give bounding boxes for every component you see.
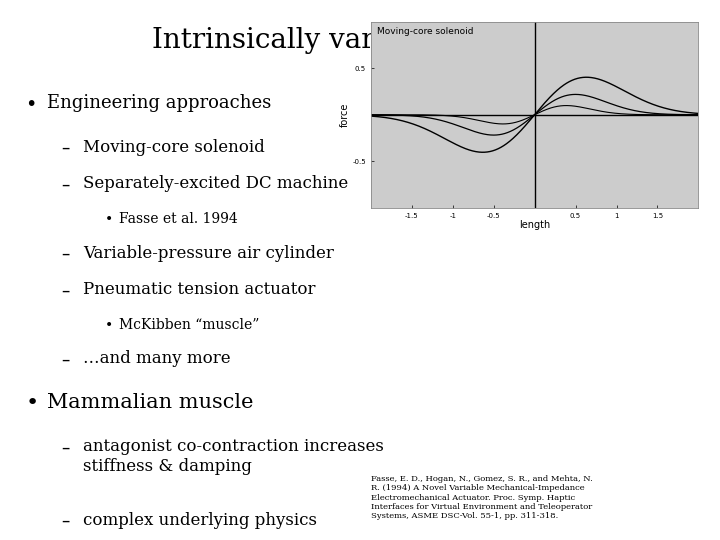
Text: –: –	[61, 176, 70, 193]
Text: Fasse, E. D., Hogan, N., Gomez, S. R., and Mehta, N.
R. (1994) A Novel Variable : Fasse, E. D., Hogan, N., Gomez, S. R., a…	[371, 475, 593, 520]
Text: –: –	[61, 139, 70, 157]
Text: •: •	[25, 393, 38, 413]
Text: Fasse et al. 1994: Fasse et al. 1994	[119, 212, 238, 226]
Text: complex underlying physics: complex underlying physics	[83, 512, 317, 529]
Text: Separately-excited DC machine: Separately-excited DC machine	[83, 176, 348, 192]
Text: –: –	[61, 512, 70, 530]
Text: –: –	[61, 245, 70, 262]
Text: –: –	[61, 438, 70, 456]
Text: antagonist co-contraction increases
stiffness & damping: antagonist co-contraction increases stif…	[83, 438, 384, 475]
Text: Moving-core solenoid: Moving-core solenoid	[377, 27, 474, 36]
Y-axis label: force: force	[340, 103, 349, 127]
Text: •: •	[25, 94, 37, 113]
Text: Engineering approaches: Engineering approaches	[47, 94, 271, 112]
Text: Intrinsically variable stiffness: Intrinsically variable stiffness	[151, 27, 569, 54]
Text: Variable-pressure air cylinder: Variable-pressure air cylinder	[83, 245, 333, 261]
Text: Mammalian muscle: Mammalian muscle	[47, 393, 253, 411]
Text: McKibben “muscle”: McKibben “muscle”	[119, 318, 259, 332]
Text: –: –	[61, 350, 70, 368]
Text: •: •	[104, 212, 112, 226]
Text: Pneumatic tension actuator: Pneumatic tension actuator	[83, 281, 315, 298]
X-axis label: length: length	[519, 220, 550, 230]
Text: –: –	[61, 281, 70, 299]
Text: •: •	[104, 318, 112, 332]
Text: Moving-core solenoid: Moving-core solenoid	[83, 139, 264, 156]
Text: …and many more: …and many more	[83, 350, 230, 367]
